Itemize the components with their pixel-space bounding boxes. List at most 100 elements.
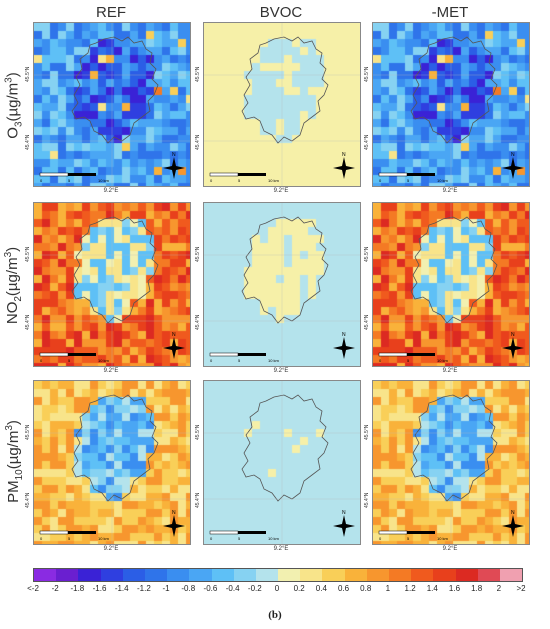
map-panel-pm10-ref: 0 5 10 km N <box>33 380 191 545</box>
scale-bar-label: 10 km <box>437 358 449 363</box>
north-label: N <box>511 510 515 516</box>
colorbar-tick-label: -0.4 <box>225 584 240 593</box>
latitude-tick-label: 45.4°N <box>25 134 31 150</box>
latitude-tick-label: 45.5°N <box>195 246 201 262</box>
latitude-tick-label: 45.5°N <box>25 424 31 440</box>
scale-bar-label: 0 <box>40 536 43 541</box>
scale-bar-label: 5 <box>68 358 71 363</box>
colorbar-tick-label: 0.4 <box>315 584 327 593</box>
colorbar-swatch <box>278 569 301 581</box>
column-title-ref: REF <box>96 4 126 21</box>
scale-bar: 0 5 10 km <box>209 530 280 541</box>
latitude-tick-label: 45.5°N <box>195 66 201 82</box>
scale-bar-label: 5 <box>407 536 410 541</box>
north-label: N <box>511 152 515 158</box>
north-arrow-icon: N <box>333 152 355 179</box>
colorbar-swatch <box>211 569 234 581</box>
colorbar-swatch <box>366 569 389 581</box>
colorbar-swatch <box>477 569 500 581</box>
colorbar-swatch <box>56 569 79 581</box>
colorbar-tick-label: 1.8 <box>471 584 483 593</box>
map-panel-no2-met: 0 5 10 km N <box>372 202 530 367</box>
scale-bar-label: 0 <box>210 536 213 541</box>
scale-bar-label: 10 km <box>437 536 449 541</box>
scale-bar: 0 5 10 km <box>39 352 110 363</box>
row-label-no2: NO2(µg/m3) <box>3 246 25 324</box>
map-panel-pm10-bvoc: 0 5 10 km N <box>203 380 361 545</box>
north-arrow-icon: N <box>502 332 524 359</box>
city-boundary <box>241 36 329 144</box>
colorbar-tick-label: 2 <box>496 584 502 593</box>
latitude-tick-label: 45.5°N <box>364 424 370 440</box>
colorbar-swatch <box>167 569 190 581</box>
scale-bar-label: 0 <box>379 358 382 363</box>
scale-bar-label: 0 <box>379 536 382 541</box>
longitude-tick-label: 9.2°E <box>273 188 289 194</box>
scale-bar-label: 0 <box>40 358 43 363</box>
north-label: N <box>342 332 346 338</box>
scale-bar-label: 5 <box>407 178 410 183</box>
colorbar-tick-label: -1.4 <box>114 584 129 593</box>
longitude-tick-label: 9.2°E <box>103 368 119 374</box>
longitude-tick-label: 9.2°E <box>103 546 119 552</box>
scale-bar: 0 5 10 km <box>209 352 280 363</box>
latitude-tick-label: 45.5°N <box>364 246 370 262</box>
scale-bar: 0 5 10 km <box>378 172 449 183</box>
scale-bar: 0 5 10 km <box>39 172 110 183</box>
colorbar-swatch <box>300 569 323 581</box>
colorbar-tick-label: 1.6 <box>448 584 461 593</box>
scale-bar-label: 10 km <box>98 178 110 183</box>
colorbar-swatch <box>255 569 279 581</box>
colorbar-ticks: <-2 -2 -1.8 -1.6 -1.4 -1.2 -1 -0.8 -0.6 -0.4 -0.2 0… <box>27 584 525 596</box>
latitude-tick-label: 45.5°N <box>195 424 201 440</box>
colorbar-tick-label: 0.8 <box>360 584 372 593</box>
scale-bar: 0 5 10 km <box>378 352 449 363</box>
scale-bar-label: 5 <box>238 358 241 363</box>
latitude-tick-label: 45.4°N <box>364 314 370 330</box>
scale-bar-label: 0 <box>379 178 382 183</box>
north-arrow-icon: N <box>502 152 524 179</box>
latitude-tick-label: 45.4°N <box>195 492 201 508</box>
colorbar-tick-label: 1 <box>385 584 391 593</box>
city-boundary <box>241 394 329 502</box>
city-boundary <box>410 36 498 144</box>
longitude-tick-label: 9.2°E <box>442 546 458 552</box>
colorbar-tick-label: -1.6 <box>92 584 107 593</box>
scale-bar: 0 5 10 km <box>378 530 449 541</box>
colorbar-tick-label: 0 <box>274 584 280 593</box>
colorbar-swatch <box>344 569 367 581</box>
city-boundary <box>71 216 159 324</box>
colorbar-swatch <box>34 569 57 581</box>
scale-bar-label: 0 <box>210 358 213 363</box>
figure-label: (b) <box>268 609 282 621</box>
north-arrow-icon: N <box>333 332 355 359</box>
map-panel-pm10-met: 0 5 10 km N <box>372 380 530 545</box>
map-panel-o3-met: 0 5 10 km N <box>372 22 530 187</box>
colorbar <box>33 568 523 582</box>
colorbar-swatch <box>144 569 168 581</box>
colorbar-tick-label: 0.6 <box>337 584 350 593</box>
colorbar-swatch <box>100 569 123 581</box>
north-label: N <box>342 152 346 158</box>
scale-bar-label: 0 <box>210 178 213 183</box>
map-panel-o3-ref: 0 5 10 km N <box>33 22 191 187</box>
scale-bar: 0 5 10 km <box>209 172 280 183</box>
map-panel-no2-ref: 0 5 10 km N <box>33 202 191 367</box>
scale-bar-label: 10 km <box>268 178 280 183</box>
colorbar-tick-label: -0.8 <box>181 584 196 593</box>
colorbar-tick-label: -0.2 <box>247 584 262 593</box>
latitude-tick-label: 45.4°N <box>364 492 370 508</box>
north-label: N <box>172 510 176 516</box>
longitude-tick-label: 9.2°E <box>442 188 458 194</box>
colorbar-tick-label: -1 <box>162 584 170 593</box>
map-panel-no2-bvoc: 0 5 10 km N <box>203 202 361 367</box>
scale-bar-label: 5 <box>68 178 71 183</box>
scale-bar-label: 10 km <box>98 358 110 363</box>
north-label: N <box>342 510 346 516</box>
scale-bar-label: 0 <box>40 178 43 183</box>
scale-bar-label: 5 <box>238 178 241 183</box>
colorbar-tick-label: >2 <box>516 584 526 593</box>
colorbar-swatch <box>122 569 145 581</box>
north-arrow-icon: N <box>163 332 185 359</box>
latitude-tick-label: 45.4°N <box>195 134 201 150</box>
